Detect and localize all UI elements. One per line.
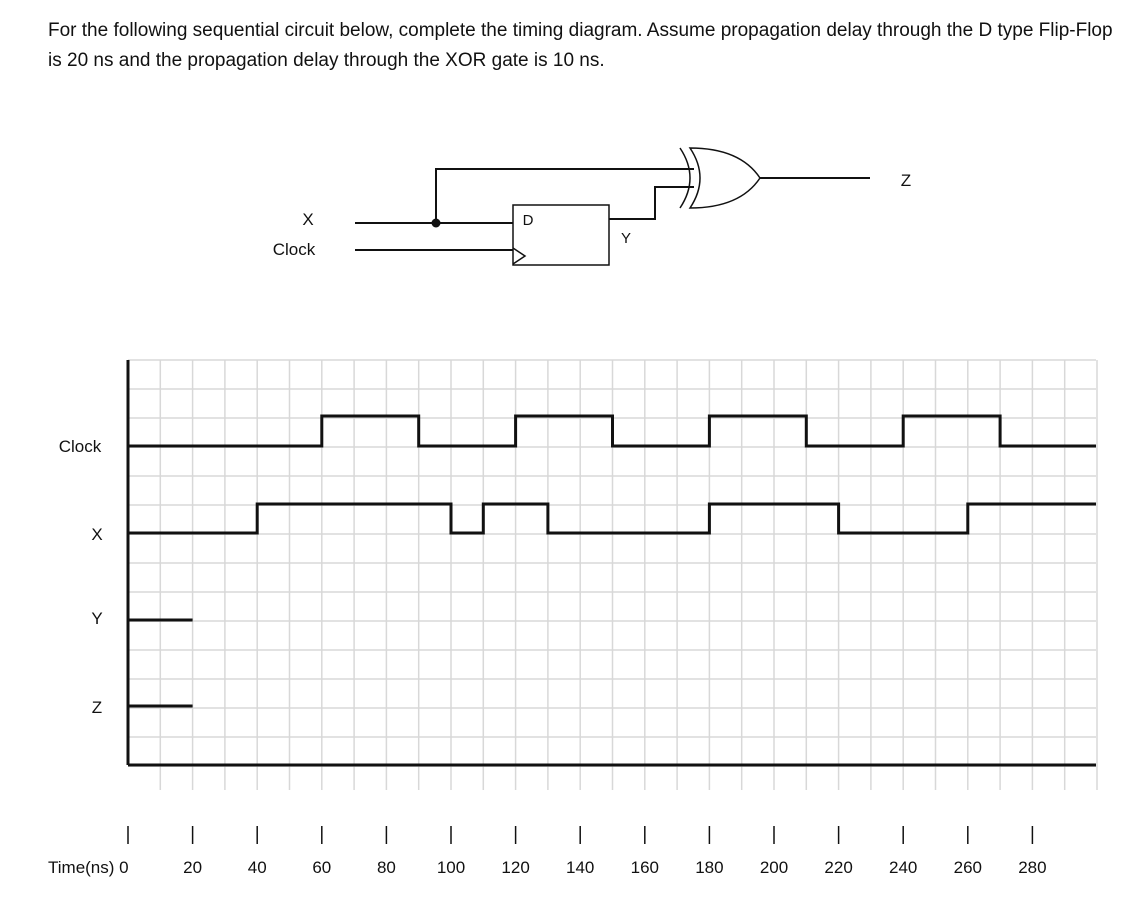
d-flip-flop <box>512 204 610 266</box>
tick-label: 280 <box>1018 858 1046 877</box>
tick-label: 200 <box>760 858 788 877</box>
tick-label: 180 <box>695 858 723 877</box>
tick-label: 80 <box>377 858 396 877</box>
tick-label: 140 <box>566 858 594 877</box>
tick-label: 40 <box>248 858 267 877</box>
circuit-x-label: X <box>302 210 313 229</box>
time-axis-label: Time(ns) 0 <box>48 858 129 877</box>
ff-y-label: Y <box>621 230 631 247</box>
signal-label-z: Z <box>92 698 102 717</box>
xor-input-arc <box>679 147 691 209</box>
time-ticks: 20 40 60 80 100 120 140 160 180 200 220 240 260 280 <box>127 826 1047 877</box>
tick-label: 60 <box>312 858 331 877</box>
ff-d-label: D <box>523 212 534 229</box>
xor-gate <box>688 147 761 209</box>
signal-label-clock: Clock <box>59 437 102 456</box>
circuit-z-label: Z <box>901 171 911 190</box>
tick-label: 260 <box>954 858 982 877</box>
tick-label: 160 <box>631 858 659 877</box>
signal-label-x: X <box>91 525 102 544</box>
y-output-wire <box>609 186 694 220</box>
x-branch-wire <box>435 168 694 223</box>
tick-label: 220 <box>824 858 852 877</box>
question-text: For the following sequential circuit bel… <box>48 20 1113 71</box>
circuit-clock-label: Clock <box>273 240 316 259</box>
clock-edge-marker <box>512 247 527 265</box>
tick-label: 100 <box>437 858 465 877</box>
signal-labels: Clock X Y Z <box>59 437 103 717</box>
tick-label: 120 <box>501 858 529 877</box>
tick-label: 240 <box>889 858 917 877</box>
waveform-x <box>128 502 1096 535</box>
circuit <box>355 147 870 266</box>
waveforms <box>128 414 1096 708</box>
tick-label: 20 <box>183 858 202 877</box>
signal-label-y: Y <box>91 609 102 628</box>
waveform-clock <box>128 414 1096 448</box>
